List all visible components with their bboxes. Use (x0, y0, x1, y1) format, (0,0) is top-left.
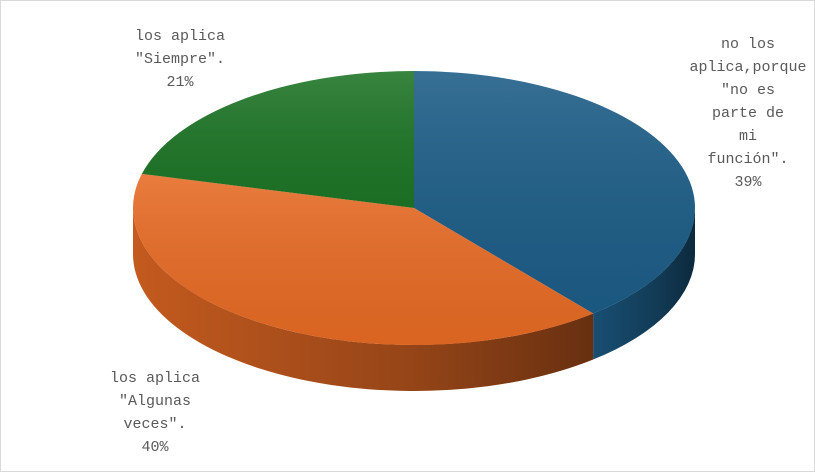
slice-highlight (414, 71, 695, 314)
labels: no los aplica,porque "no es parte de mi funci… (110, 28, 807, 456)
category-label: los aplica "Siempre". (135, 28, 225, 68)
value-label: 21% (166, 74, 194, 91)
category-label: no los aplica,porque "no es parte de mi funci… (689, 36, 806, 168)
pie (133, 71, 695, 391)
category-label: los aplica "Algunas veces". (110, 370, 200, 433)
value-label: 39% (734, 174, 762, 191)
slice-highlight (133, 173, 594, 345)
slice-side-shade (133, 208, 594, 391)
slice-side-shade (593, 208, 695, 360)
slice-highlight (141, 71, 414, 208)
value-label: 40% (141, 439, 169, 456)
